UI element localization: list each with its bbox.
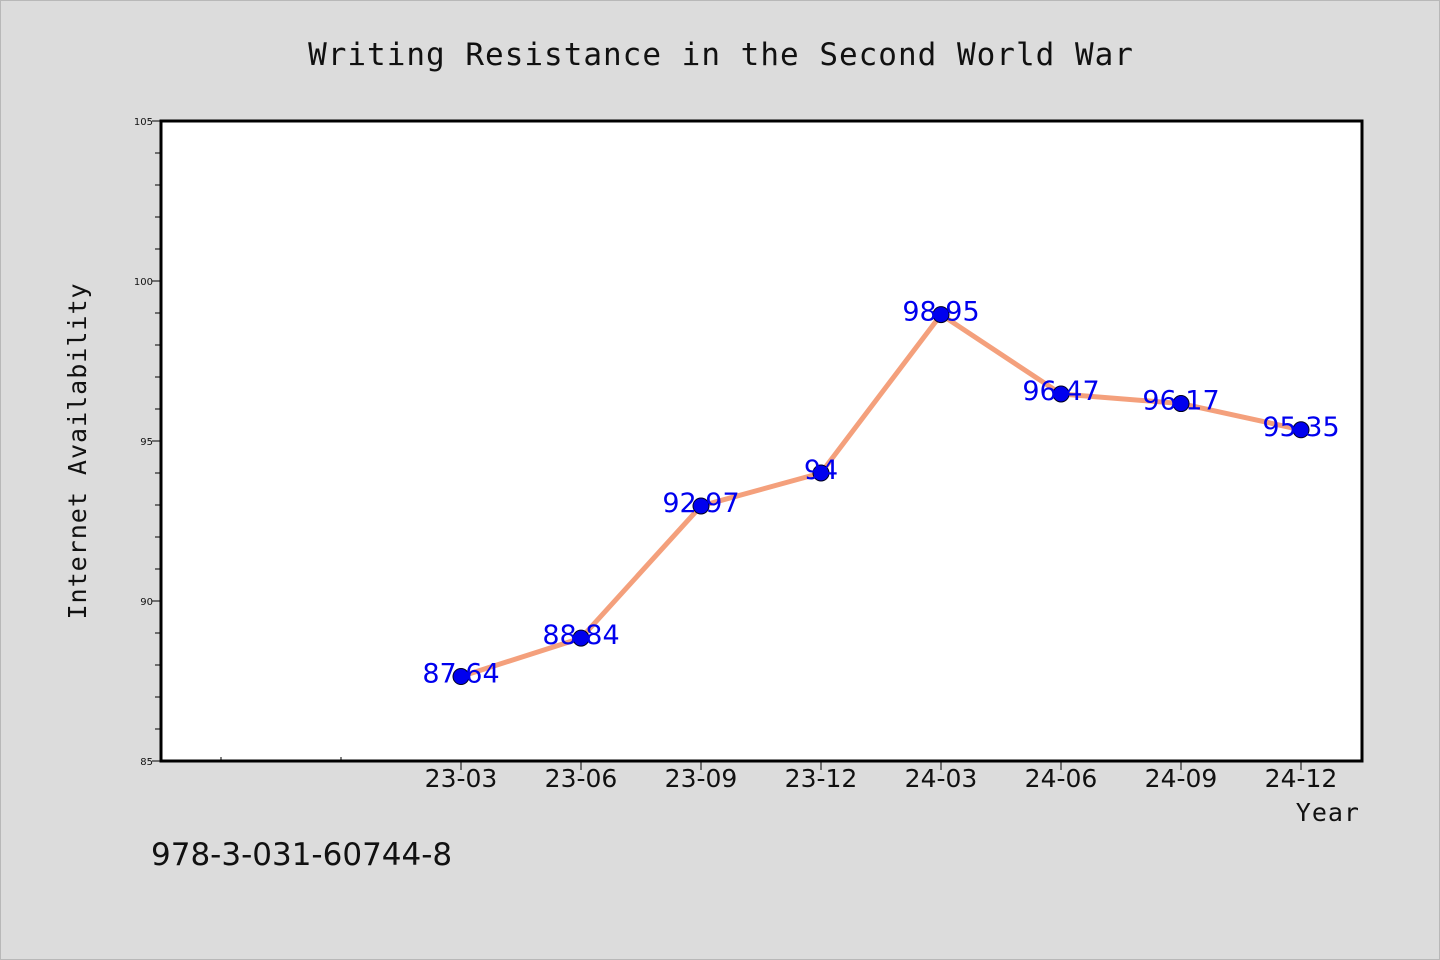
y-tick-label: 105 [134,117,153,128]
data-point [1172,395,1190,413]
data-label: 87.64 [422,659,499,690]
x-axis-title: Year [1296,798,1360,827]
x-tick-label: 23-09 [665,764,738,793]
data-point [692,497,710,515]
data-point [932,306,950,324]
data-point [452,668,470,686]
y-axis: 85 90 95 100 105 [134,117,161,768]
y-tick-label: 95 [140,437,153,448]
x-tick-label: 24-06 [1025,764,1098,793]
data-label: 96.17 [1142,386,1219,417]
x-axis: 23-03 23-06 23-09 23-12 24-03 24-06 24-09 24-12 [220,757,1338,793]
plot-area [161,121,1362,761]
data-point [812,464,830,482]
isbn-footer: 978-3-031-60744-8 [151,837,452,873]
data-label: 88.84 [542,620,619,651]
data-label: 96.47 [1022,376,1099,407]
x-tick-label: 23-12 [785,764,858,793]
y-tick-label: 100 [134,277,153,288]
data-point [572,629,590,647]
data-label: 95.35 [1262,412,1339,443]
y-tick-label: 85 [140,757,153,768]
series-line-group [458,312,1304,680]
data-label: 94 [804,455,838,486]
data-labels: 87.64 88.84 92.97 94 98.95 96.47 96.17 95.35 [422,297,1339,690]
x-tick-label: 23-03 [425,764,498,793]
x-tick-label: 24-12 [1265,764,1338,793]
data-label: 92.97 [662,488,739,519]
x-tick-label: 23-06 [545,764,618,793]
data-point [1292,421,1310,439]
y-axis-title: Internet Availability [63,282,92,619]
x-tick-label: 24-03 [905,764,978,793]
chart-title: Writing Resistance in the Second World W… [308,37,1134,73]
series-markers [452,306,1310,686]
y-tick-label: 90 [140,597,153,608]
data-point [1052,385,1070,403]
series-line [458,312,1304,680]
plot-frame [159,119,1364,763]
data-label: 98.95 [902,297,979,328]
x-tick-label: 24-09 [1145,764,1218,793]
